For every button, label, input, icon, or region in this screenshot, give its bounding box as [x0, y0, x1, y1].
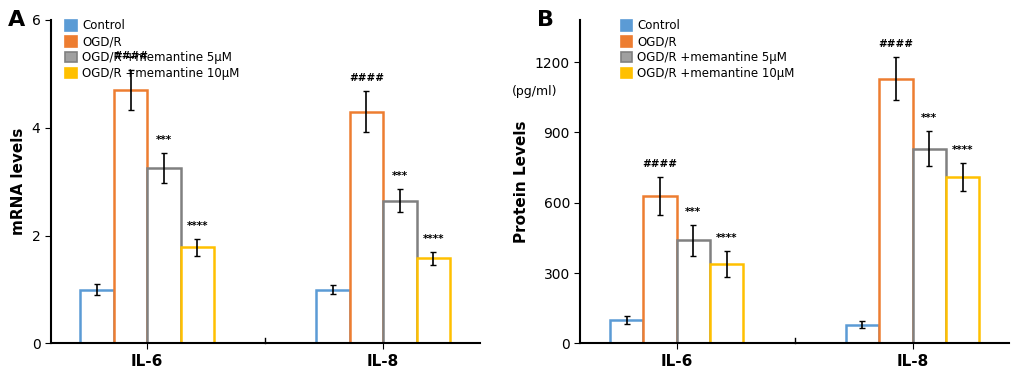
Bar — [676, 240, 709, 344]
Bar — [709, 264, 743, 344]
Y-axis label: mRNA levels: mRNA levels — [11, 128, 26, 235]
Text: A: A — [8, 10, 25, 30]
Bar — [416, 258, 449, 344]
Bar — [114, 90, 147, 344]
Bar — [845, 325, 878, 344]
Text: ***: *** — [685, 207, 701, 217]
Legend: Control, OGD/R, OGD/R +memantine 5μM, OGD/R +memantine 10μM: Control, OGD/R, OGD/R +memantine 5μM, OG… — [620, 19, 794, 80]
Bar — [81, 290, 114, 344]
Bar — [180, 247, 214, 344]
Bar — [383, 201, 416, 344]
Bar — [609, 320, 643, 344]
Bar — [643, 196, 676, 344]
Text: B: B — [537, 10, 554, 30]
Bar — [316, 290, 350, 344]
Text: ***: *** — [391, 171, 408, 180]
Text: ****: **** — [715, 233, 737, 243]
Text: ***: *** — [156, 135, 172, 145]
Y-axis label: Protein Levels: Protein Levels — [514, 120, 529, 243]
Text: ####: #### — [113, 51, 148, 62]
Bar — [147, 168, 180, 344]
Text: ####: #### — [877, 39, 912, 49]
Bar — [350, 112, 383, 344]
Text: ****: **** — [422, 234, 443, 244]
Text: ####: #### — [348, 73, 383, 83]
Text: (pg/ml): (pg/ml) — [512, 85, 556, 98]
Text: ****: **** — [951, 145, 972, 155]
Text: ####: #### — [642, 159, 677, 169]
Legend: Control, OGD/R, OGD/R +memantine 5μM, OGD/R +memantine 10μM: Control, OGD/R, OGD/R +memantine 5μM, OG… — [65, 19, 239, 80]
Text: ****: **** — [186, 221, 208, 231]
Text: ***: *** — [920, 113, 936, 123]
Bar — [945, 177, 978, 344]
Bar — [878, 79, 912, 344]
Bar — [912, 149, 945, 344]
